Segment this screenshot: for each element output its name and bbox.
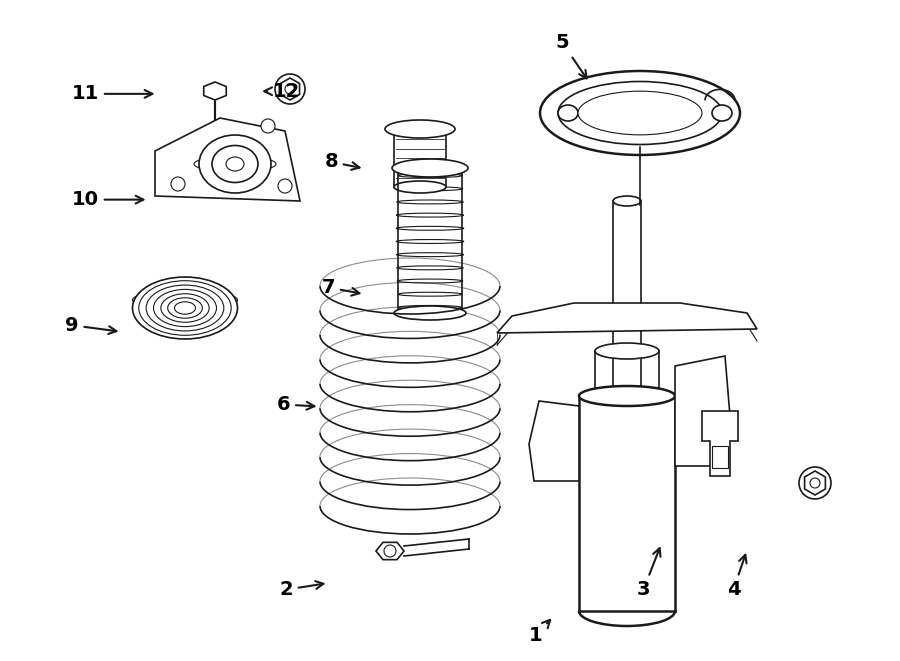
Ellipse shape: [212, 145, 258, 182]
Circle shape: [278, 179, 292, 193]
Ellipse shape: [712, 105, 732, 121]
Ellipse shape: [394, 181, 446, 193]
Circle shape: [285, 84, 295, 94]
Ellipse shape: [175, 302, 195, 314]
Polygon shape: [529, 401, 579, 481]
Ellipse shape: [392, 159, 468, 177]
Ellipse shape: [385, 120, 455, 138]
Ellipse shape: [397, 266, 464, 270]
Ellipse shape: [199, 135, 271, 193]
Text: 6: 6: [276, 395, 314, 414]
Text: 10: 10: [72, 190, 143, 209]
Ellipse shape: [578, 91, 702, 135]
Ellipse shape: [613, 196, 641, 206]
Ellipse shape: [394, 306, 466, 320]
Circle shape: [275, 74, 305, 104]
Ellipse shape: [579, 386, 675, 406]
Bar: [712, 446, 728, 468]
Text: 5: 5: [555, 34, 587, 79]
Text: 7: 7: [322, 278, 359, 297]
Ellipse shape: [139, 281, 231, 335]
Ellipse shape: [146, 285, 224, 331]
Ellipse shape: [394, 122, 446, 136]
Circle shape: [810, 478, 820, 488]
Ellipse shape: [398, 292, 463, 296]
Text: 9: 9: [65, 316, 116, 334]
Ellipse shape: [558, 105, 578, 121]
Ellipse shape: [132, 277, 238, 339]
Text: 3: 3: [637, 548, 661, 599]
Text: 11: 11: [72, 85, 152, 103]
Ellipse shape: [396, 239, 464, 243]
Ellipse shape: [396, 213, 464, 217]
Ellipse shape: [396, 253, 464, 256]
Ellipse shape: [194, 156, 276, 172]
Polygon shape: [155, 118, 300, 201]
Text: 12: 12: [265, 82, 300, 100]
Ellipse shape: [167, 297, 202, 318]
Polygon shape: [805, 471, 825, 495]
Ellipse shape: [399, 305, 462, 309]
Ellipse shape: [398, 174, 463, 178]
Polygon shape: [702, 411, 738, 476]
Circle shape: [171, 177, 185, 191]
Ellipse shape: [595, 343, 659, 359]
Polygon shape: [497, 303, 757, 333]
Polygon shape: [203, 82, 226, 100]
Text: 4: 4: [726, 555, 746, 599]
Circle shape: [384, 545, 396, 557]
Ellipse shape: [132, 290, 238, 310]
Ellipse shape: [397, 187, 463, 191]
Polygon shape: [281, 78, 300, 100]
Text: 8: 8: [324, 153, 359, 171]
Text: 1: 1: [528, 620, 550, 645]
Text: 2: 2: [279, 580, 323, 599]
Ellipse shape: [161, 293, 209, 323]
Ellipse shape: [397, 200, 464, 204]
Polygon shape: [675, 356, 730, 466]
Circle shape: [799, 467, 831, 499]
Circle shape: [261, 119, 275, 133]
Ellipse shape: [397, 279, 463, 283]
Ellipse shape: [154, 290, 217, 327]
Ellipse shape: [226, 157, 244, 171]
Polygon shape: [376, 542, 404, 560]
Ellipse shape: [540, 71, 740, 155]
Ellipse shape: [396, 226, 464, 230]
Ellipse shape: [558, 81, 722, 145]
